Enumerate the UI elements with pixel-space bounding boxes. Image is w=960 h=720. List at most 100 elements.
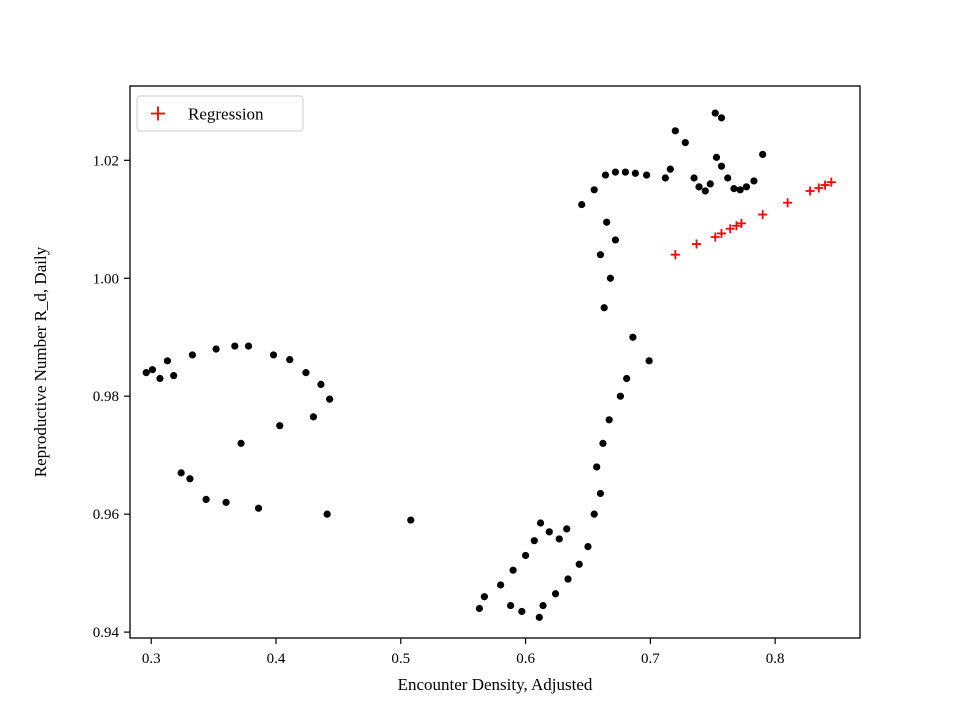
y-axis-label: Reproductive Number R_d, Daily [31, 246, 50, 477]
y-tick-label: 1.00 [93, 271, 119, 287]
data-point [269, 351, 278, 359]
y-tick-label: 0.98 [93, 389, 119, 405]
data-point [629, 333, 637, 341]
regression-point [736, 218, 746, 228]
data-point [506, 601, 515, 610]
data-point [724, 174, 732, 182]
data-point [717, 114, 726, 122]
data-point [309, 413, 318, 421]
data-point [254, 504, 263, 512]
regression-point [731, 221, 741, 231]
data-point [712, 153, 721, 161]
data-point [600, 304, 608, 312]
data-point [509, 566, 517, 574]
data-point [535, 613, 543, 621]
x-tick-label: 0.4 [267, 651, 286, 667]
plot-border [129, 85, 861, 639]
data-point [539, 601, 547, 610]
regression-point [692, 239, 702, 249]
data-point [212, 345, 220, 353]
data-point [222, 498, 230, 506]
x-tick-label: 0.5 [391, 651, 410, 667]
plot-area: 0.3 0.4 0.5 0.6 0.7 0.8 0.94 0.96 0.98 1.00 1.02 [93, 85, 861, 667]
data-point [606, 274, 615, 282]
data-point [590, 510, 598, 518]
data-point [302, 369, 310, 377]
regression-point [710, 232, 720, 242]
data-point [711, 109, 719, 117]
data-point [202, 495, 210, 504]
y-tick-label: 0.96 [93, 507, 120, 523]
data-point [701, 187, 709, 195]
data-point [611, 236, 620, 244]
data-point [480, 593, 488, 601]
regression-point [670, 250, 680, 260]
data-point [599, 439, 607, 447]
data-point [671, 127, 679, 135]
data-point [551, 590, 560, 598]
data-point [593, 463, 601, 471]
data-point [695, 183, 703, 191]
regression-point [783, 198, 793, 208]
data-point [578, 200, 586, 209]
data-point [661, 174, 669, 182]
data-point [475, 604, 484, 613]
data-point [231, 342, 239, 350]
regression-marker-icon [151, 106, 165, 121]
data-point [601, 171, 610, 179]
regression-point [805, 186, 815, 196]
x-tick-label: 0.3 [142, 651, 161, 667]
regression-point [725, 224, 735, 234]
data-point [717, 162, 726, 170]
data-point [497, 581, 505, 589]
x-tick-label: 0.8 [766, 651, 785, 667]
data-point [750, 177, 758, 185]
data-point [276, 422, 284, 430]
data-point [596, 489, 605, 498]
y-tick-label: 1.02 [93, 153, 119, 169]
data-point [742, 183, 751, 191]
data-point [286, 356, 294, 364]
data-point [163, 357, 172, 365]
data-point [759, 150, 767, 159]
data-point [188, 351, 196, 359]
data-point [605, 416, 613, 424]
data-point [536, 519, 545, 527]
data-point [611, 168, 620, 176]
data-point [148, 366, 157, 374]
regression-point [758, 210, 768, 220]
data-point [563, 525, 571, 533]
data-point [326, 395, 334, 403]
legend: Regression [136, 95, 304, 132]
x-tick-label: 0.6 [516, 651, 535, 667]
data-point [681, 139, 689, 147]
data-point [643, 171, 651, 179]
data-point [555, 535, 563, 543]
data-point [545, 528, 553, 536]
legend-frame [136, 95, 304, 132]
data-point [631, 169, 639, 177]
data-point [623, 374, 631, 383]
data-point [584, 542, 592, 551]
data-point [237, 439, 245, 447]
data-point [518, 607, 526, 616]
regression-point [716, 228, 726, 238]
data-point [244, 342, 253, 350]
y-tick-label: 0.94 [93, 625, 120, 641]
data-point [621, 168, 630, 176]
data-point [590, 186, 598, 194]
data-point [736, 186, 744, 194]
data-point [645, 357, 653, 365]
data-point [596, 251, 605, 259]
regression-point [826, 177, 836, 187]
data-point [407, 516, 415, 524]
x-axis-label: Encounter Density, Adjusted [398, 675, 593, 694]
data-point [186, 475, 194, 483]
data-point [521, 551, 530, 560]
data-point [530, 537, 538, 545]
regression-point [820, 180, 830, 190]
data-point [317, 380, 325, 389]
legend-label: Regression [188, 105, 264, 124]
